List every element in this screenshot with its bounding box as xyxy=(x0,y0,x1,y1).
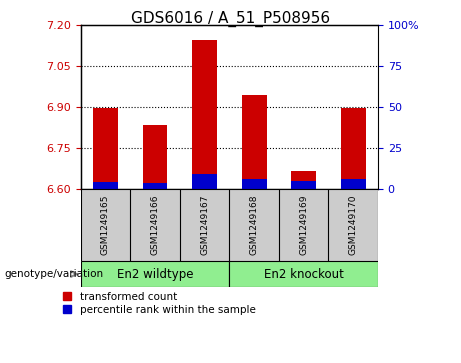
Bar xyxy=(192,40,217,189)
Text: GSM1249165: GSM1249165 xyxy=(101,195,110,255)
Legend: transformed count, percentile rank within the sample: transformed count, percentile rank withi… xyxy=(63,292,255,315)
Bar xyxy=(81,261,230,287)
Text: GSM1249168: GSM1249168 xyxy=(249,195,259,255)
Bar xyxy=(242,179,266,189)
Bar xyxy=(341,109,366,189)
Bar xyxy=(242,95,266,189)
Text: GSM1249167: GSM1249167 xyxy=(200,195,209,255)
Text: GSM1249170: GSM1249170 xyxy=(349,195,358,255)
Text: GSM1249166: GSM1249166 xyxy=(150,195,160,255)
Bar xyxy=(93,182,118,189)
Bar xyxy=(142,125,167,189)
Bar xyxy=(192,174,217,189)
Bar xyxy=(291,180,316,189)
Bar xyxy=(291,171,316,189)
Text: genotype/variation: genotype/variation xyxy=(5,269,104,279)
Text: En2 knockout: En2 knockout xyxy=(264,268,343,281)
Text: GDS6016 / A_51_P508956: GDS6016 / A_51_P508956 xyxy=(131,11,330,27)
Bar xyxy=(229,261,378,287)
Text: En2 wildtype: En2 wildtype xyxy=(117,268,193,281)
Bar xyxy=(142,183,167,189)
Bar xyxy=(93,109,118,189)
Bar xyxy=(341,179,366,189)
Text: GSM1249169: GSM1249169 xyxy=(299,195,308,255)
